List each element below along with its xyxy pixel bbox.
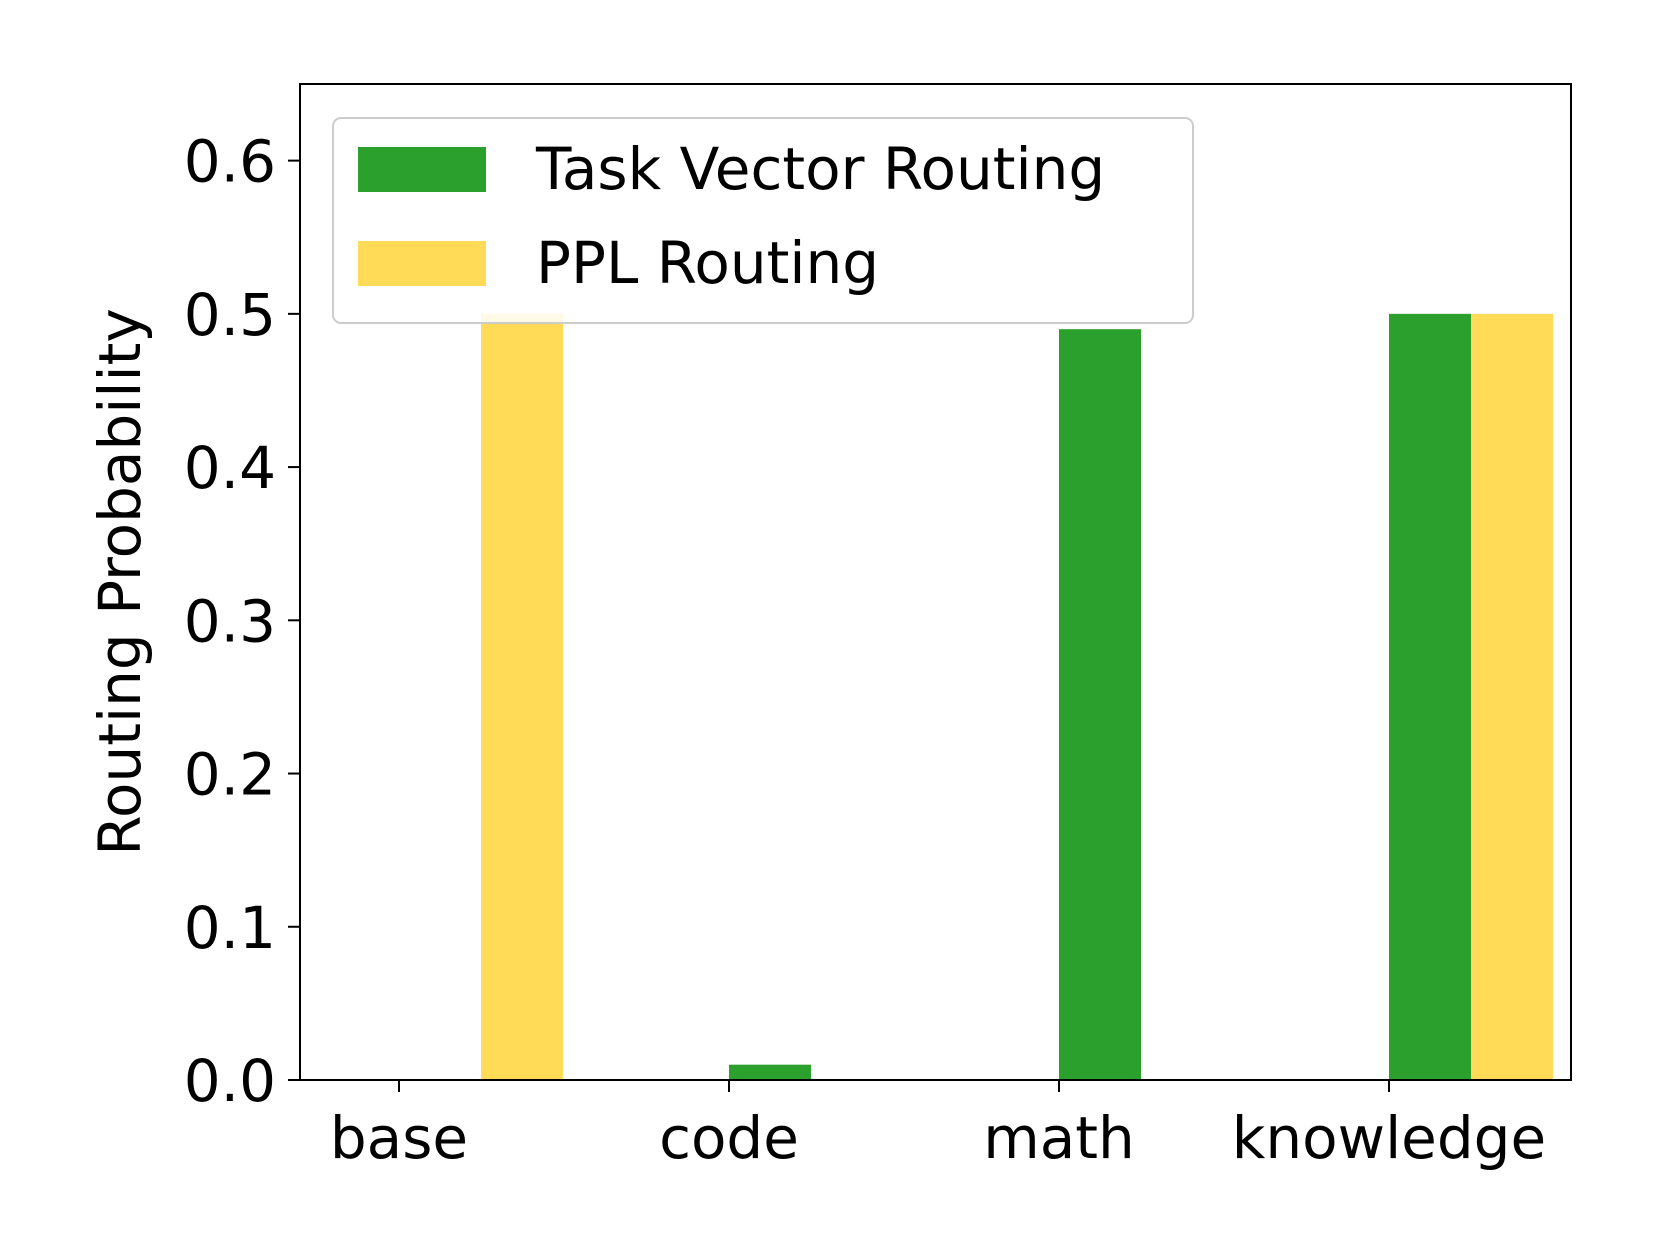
x-tick-label-base: base — [330, 1104, 468, 1172]
x-axis: base code math knowledge — [330, 1080, 1546, 1172]
y-tick-label: 0.4 — [184, 434, 276, 502]
y-tick-label: 0.5 — [184, 281, 276, 349]
x-tick-label-math: math — [983, 1104, 1135, 1172]
legend-swatch-task-vector-routing — [358, 147, 486, 192]
y-axis: 0.0 0.1 0.2 0.3 0.4 0.5 0.6 — [184, 128, 300, 1115]
y-axis-label: Routing Probability — [86, 308, 154, 855]
y-tick-label: 0.3 — [184, 587, 276, 655]
bar-ppl-routing-base — [481, 313, 563, 1080]
bar-task-vector-routing-math — [1059, 329, 1141, 1081]
y-tick-label: 0.0 — [184, 1047, 276, 1115]
legend: Task Vector Routing PPL Routing — [332, 117, 1194, 324]
y-tick-label: 0.1 — [184, 894, 276, 962]
plot-frame — [299, 83, 1572, 1081]
x-tick-label-knowledge: knowledge — [1232, 1104, 1546, 1172]
bar-task-vector-routing-code — [729, 1064, 811, 1080]
bar-task-vector-routing-knowledge — [1389, 313, 1471, 1080]
legend-label-task-vector-routing: Task Vector Routing — [535, 135, 1105, 203]
legend-swatch-ppl-routing — [358, 241, 486, 286]
x-tick-label-code: code — [659, 1104, 799, 1172]
bars-group — [481, 313, 1553, 1081]
legend-label-ppl-routing: PPL Routing — [536, 229, 879, 297]
bar-ppl-routing-knowledge — [1471, 313, 1553, 1080]
y-tick-label: 0.2 — [184, 741, 276, 809]
legend-frame — [332, 117, 1194, 324]
y-tick-label: 0.6 — [184, 128, 276, 196]
